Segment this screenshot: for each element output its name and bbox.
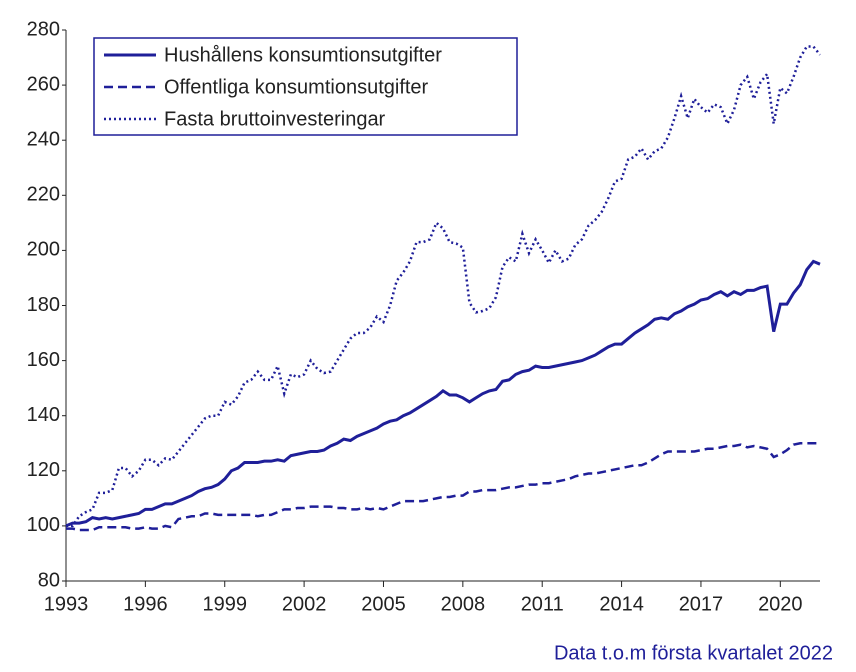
legend-box (93, 37, 518, 136)
y-tick-label: 100 (27, 514, 60, 536)
y-tick-label: 120 (27, 459, 60, 481)
legend-label: Hushållens konsumtionsutgifter (164, 44, 442, 66)
caption: Data t.o.m första kvartalet 2022 (554, 642, 833, 664)
x-tick-label: 2011 (521, 593, 564, 615)
y-tick-label: 80 (38, 569, 60, 591)
x-tick-label: 2017 (679, 593, 724, 615)
x-tick-label: 1999 (202, 593, 247, 615)
x-tick-label: 1993 (44, 593, 89, 615)
y-tick-label: 140 (27, 404, 60, 426)
x-tick-label: 1996 (123, 593, 168, 615)
y-tick-label: 160 (27, 349, 60, 371)
y-tick-label: 180 (27, 294, 60, 316)
x-tick-label: 2020 (758, 593, 803, 615)
legend-label: Offentliga konsumtionsutgifter (164, 76, 429, 98)
y-tick-label: 280 (27, 18, 60, 40)
y-tick-label: 260 (27, 73, 60, 95)
x-tick-label: 2002 (282, 593, 327, 615)
y-tick-label: 220 (27, 184, 60, 206)
series-line (66, 442, 820, 532)
series-line (65, 259, 821, 528)
x-tick-label: 2008 (441, 593, 486, 615)
legend-label: Fasta bruttoinvesteringar (164, 108, 386, 130)
x-tick-label: 2005 (361, 593, 406, 615)
y-tick-label: 240 (27, 128, 60, 150)
x-tick-label: 2014 (599, 593, 644, 615)
y-tick-label: 200 (27, 239, 60, 261)
